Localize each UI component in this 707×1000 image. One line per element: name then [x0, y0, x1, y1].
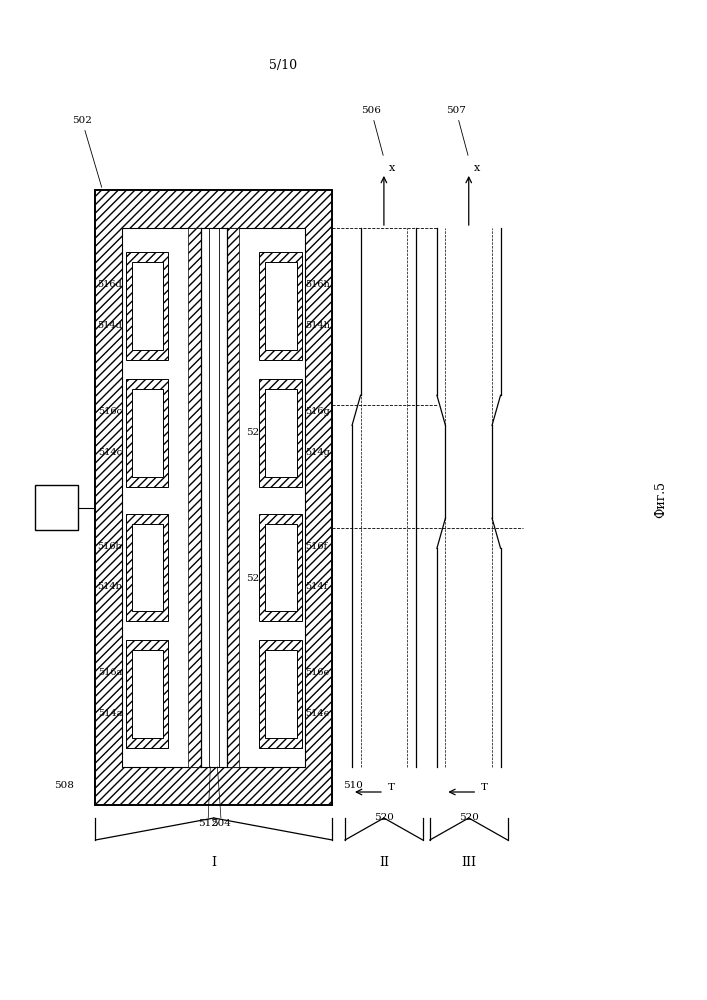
Bar [265, 262, 297, 350]
Text: 514g: 514g [305, 448, 330, 457]
Bar [259, 379, 302, 487]
Text: II: II [379, 856, 389, 868]
Bar [188, 228, 201, 767]
Bar [95, 190, 332, 805]
Text: 516d: 516d [98, 280, 122, 289]
Bar [132, 262, 163, 350]
Text: 516f: 516f [305, 542, 327, 551]
Text: 508: 508 [54, 780, 74, 790]
Text: x: x [474, 163, 480, 173]
Text: 514h: 514h [305, 321, 330, 330]
Bar [259, 640, 302, 748]
Text: I: I [211, 856, 216, 868]
Text: 516a: 516a [98, 668, 122, 677]
Text: 516c: 516c [98, 407, 122, 416]
Bar [259, 252, 302, 360]
Text: 518: 518 [46, 502, 67, 512]
Text: 512: 512 [198, 818, 218, 827]
Text: 510: 510 [343, 780, 363, 790]
Text: 516e: 516e [305, 668, 329, 677]
Bar [126, 379, 168, 487]
Bar [126, 252, 168, 360]
Text: 514f: 514f [305, 582, 327, 591]
Bar [259, 514, 302, 621]
Text: 516b: 516b [98, 542, 122, 551]
Text: x: x [390, 163, 395, 173]
Text: T: T [387, 782, 395, 792]
Bar [265, 389, 297, 477]
Text: 502: 502 [72, 116, 102, 187]
Text: III: III [461, 856, 477, 868]
Bar [132, 524, 163, 611]
Text: 524: 524 [246, 428, 267, 437]
Text: T: T [481, 782, 488, 792]
Text: 5/10: 5/10 [269, 58, 297, 72]
Text: Фиг.5: Фиг.5 [655, 482, 667, 518]
Text: 516h: 516h [305, 280, 330, 289]
Text: 504: 504 [211, 818, 231, 827]
Text: 514e: 514e [305, 709, 329, 718]
Text: 522: 522 [246, 574, 267, 583]
Bar [126, 514, 168, 621]
Text: 520: 520 [374, 812, 394, 822]
Bar [35, 485, 78, 530]
Text: 514b: 514b [98, 582, 122, 591]
Text: 520: 520 [459, 812, 479, 822]
Bar [226, 228, 239, 767]
Bar [132, 389, 163, 477]
Text: 516g: 516g [305, 407, 330, 416]
Bar [126, 640, 168, 748]
Text: 506: 506 [361, 106, 383, 155]
Bar [265, 650, 297, 738]
Bar [265, 524, 297, 611]
Text: 507: 507 [446, 106, 468, 155]
Bar [132, 650, 163, 738]
Text: 514a: 514a [98, 709, 122, 718]
Text: 514c: 514c [98, 448, 122, 457]
Bar [122, 228, 305, 767]
Text: 514d: 514d [98, 321, 122, 330]
